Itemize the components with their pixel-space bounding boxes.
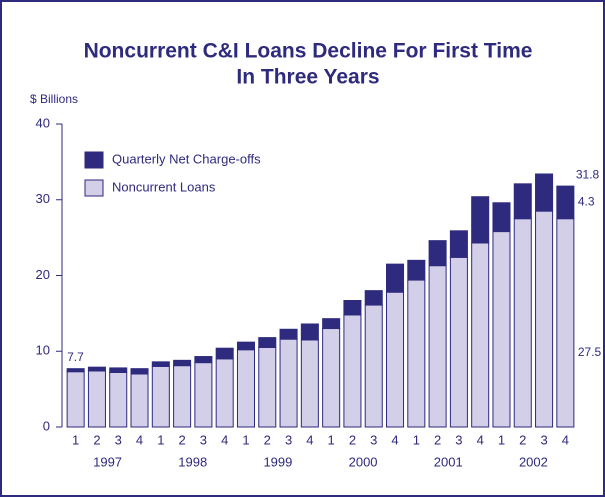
bar-segment [236, 349, 255, 428]
x-tick-label: 2 [264, 432, 271, 447]
bar-segment [258, 346, 277, 428]
x-tick-label: 1 [72, 432, 79, 447]
x-tick-label: 2 [519, 432, 526, 447]
total-label: 7.7 [67, 350, 84, 364]
bar-segment [386, 263, 405, 293]
x-tick-label: 1 [498, 432, 505, 447]
year-label: 2002 [519, 454, 548, 469]
year-label: 1997 [93, 454, 122, 469]
bar-segment [130, 373, 149, 428]
bar-segment [322, 328, 341, 428]
x-tick-label: 3 [200, 432, 207, 447]
bar-segment [364, 290, 383, 306]
x-tick-label: 4 [306, 432, 313, 447]
x-tick-label: 3 [285, 432, 292, 447]
bar-segment [343, 314, 362, 428]
bar-segment [343, 299, 362, 316]
value-label: 27.5 [578, 345, 602, 359]
bar-segment [449, 256, 468, 428]
bar-segment [109, 367, 128, 373]
legend-label: Noncurrent Loans [112, 179, 216, 194]
bar-segment [556, 185, 575, 220]
bar-segment [428, 265, 447, 428]
x-tick-label: 4 [136, 432, 143, 447]
year-label: 1998 [178, 454, 207, 469]
x-tick-label: 4 [221, 432, 228, 447]
total-label: 31.8 [576, 167, 600, 181]
year-label: 2000 [349, 454, 378, 469]
bar-segment [279, 328, 298, 340]
bar-segment [300, 339, 319, 428]
x-tick-label: 4 [391, 432, 398, 447]
bar-segment [407, 259, 426, 281]
x-tick-label: 4 [477, 432, 484, 447]
x-tick-label: 2 [349, 432, 356, 447]
bar-segment [513, 218, 532, 428]
bar-segment [471, 196, 490, 244]
x-tick-label: 3 [370, 432, 377, 447]
x-tick-label: 2 [93, 432, 100, 447]
bar-segment [151, 365, 170, 428]
bar-segment [300, 323, 319, 341]
value-label: 4.3 [578, 195, 595, 209]
bar-segment [194, 356, 213, 364]
year-label: 2001 [434, 454, 463, 469]
bar-segment [364, 304, 383, 428]
y-tick-label: 30 [36, 191, 50, 206]
bar-segment [151, 361, 170, 367]
bar-segment [322, 318, 341, 330]
bar-segment [109, 371, 128, 428]
x-tick-label: 2 [434, 432, 441, 447]
x-tick-label: 3 [455, 432, 462, 447]
bar-segment [66, 368, 85, 373]
x-tick-label: 1 [157, 432, 164, 447]
bar-segment [279, 338, 298, 428]
bar-segment [215, 347, 234, 360]
legend-swatch [84, 179, 104, 197]
legend-swatch [84, 151, 104, 169]
y-tick-label: 20 [36, 267, 50, 282]
chart-title: Noncurrent C&I Loans Decline For First T… [84, 40, 533, 63]
x-tick-label: 3 [540, 432, 547, 447]
bar-segment [173, 359, 192, 367]
y-axis-label: $ Billions [30, 92, 78, 106]
bar-segment [556, 218, 575, 428]
bar-segment [428, 240, 447, 267]
bar-segment [87, 370, 106, 428]
x-tick-label: 1 [242, 432, 249, 447]
bar-segment [66, 371, 85, 428]
bar-segment [449, 230, 468, 258]
bar-segment [258, 337, 277, 348]
y-tick-label: 40 [36, 115, 50, 130]
x-tick-label: 4 [562, 432, 569, 447]
bar-segment [492, 202, 511, 233]
chart-title: In Three Years [236, 66, 379, 89]
bar-segment [386, 291, 405, 428]
year-label: 1999 [263, 454, 292, 469]
x-tick-label: 1 [413, 432, 420, 447]
bar-segment [535, 173, 554, 212]
x-tick-label: 1 [328, 432, 335, 447]
bar-segment [236, 341, 255, 351]
bar-segment [194, 362, 213, 428]
legend-label: Quarterly Net Charge-offs [112, 151, 261, 166]
bar-segment [535, 210, 554, 428]
y-tick-label: 10 [36, 343, 50, 358]
x-tick-label: 3 [115, 432, 122, 447]
bar-segment [513, 183, 532, 220]
y-tick-label: 0 [43, 418, 50, 433]
x-tick-label: 2 [178, 432, 185, 447]
bar-segment [87, 366, 106, 372]
bar-segment [407, 279, 426, 428]
bar-segment [215, 358, 234, 428]
bar-segment [492, 231, 511, 428]
bar-segment [173, 365, 192, 428]
bar-segment [130, 368, 149, 375]
bar-segment [471, 242, 490, 428]
